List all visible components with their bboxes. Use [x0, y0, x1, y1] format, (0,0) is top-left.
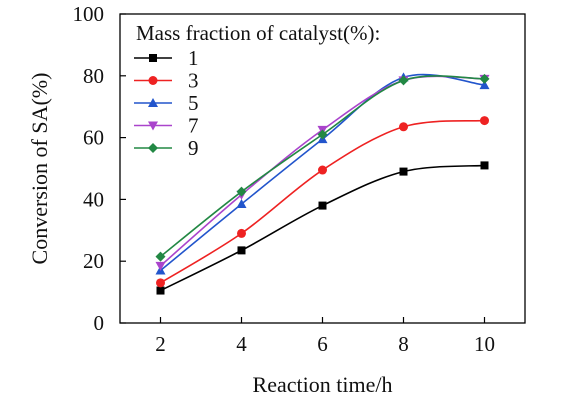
point-7-2	[155, 261, 166, 271]
y-tick-label-60: 60	[83, 126, 104, 150]
point-1-6	[318, 201, 327, 210]
legend-item-1: 1	[134, 46, 199, 70]
x-tick-label-2: 2	[155, 332, 166, 356]
legend-item-3: 3	[134, 69, 199, 93]
legend-marker-1	[149, 54, 157, 62]
y-tick-label-20: 20	[83, 249, 104, 273]
series-layer	[155, 72, 490, 295]
legend-item-9: 9	[134, 136, 199, 160]
y-tick-label-40: 40	[83, 187, 104, 211]
point-9-4	[236, 186, 247, 197]
legend-marker-9	[148, 143, 158, 153]
y-tick-label-0: 0	[94, 311, 105, 335]
point-9-10	[479, 73, 490, 84]
legend-label-5: 5	[188, 91, 199, 115]
x-tick-label-8: 8	[398, 332, 409, 356]
point-3-10	[480, 116, 489, 126]
legend-label-1: 1	[188, 46, 199, 70]
series-1	[156, 161, 489, 295]
point-1-8	[399, 167, 408, 176]
point-3-2	[156, 278, 165, 288]
point-1-2	[156, 286, 165, 295]
x-tick-label-10: 10	[474, 332, 495, 356]
point-5-4	[236, 199, 247, 209]
legend-marker-7	[148, 121, 158, 131]
legend-title: Mass fraction of catalyst(%):	[136, 21, 380, 45]
point-3-4	[237, 228, 246, 238]
legend-marker-3	[148, 76, 158, 85]
series-9	[155, 73, 490, 262]
y-axis-title: Conversion of SA(%)	[27, 73, 52, 265]
point-1-10	[480, 161, 489, 170]
series-3	[156, 116, 489, 288]
legend-item-7: 7	[134, 114, 199, 138]
legend-label-9: 9	[188, 136, 199, 160]
point-1-4	[237, 246, 246, 255]
legend-item-5: 5	[134, 91, 199, 115]
legend-label-7: 7	[188, 114, 199, 138]
y-tick-label-100: 100	[73, 2, 105, 26]
point-9-2	[155, 251, 166, 262]
y-tick-label-80: 80	[83, 64, 104, 88]
point-9-6	[317, 129, 328, 140]
point-3-8	[399, 122, 408, 132]
x-tick-label-4: 4	[236, 332, 247, 356]
point-9-8	[398, 75, 409, 86]
legend-marker-5	[148, 98, 158, 107]
point-3-6	[318, 165, 327, 175]
legend-label-3: 3	[188, 69, 199, 93]
x-axis-title: Reaction time/h	[253, 372, 393, 397]
point-5-10	[479, 80, 490, 90]
series-line-1	[160, 164, 485, 292]
x-tick-label-6: 6	[317, 332, 328, 356]
